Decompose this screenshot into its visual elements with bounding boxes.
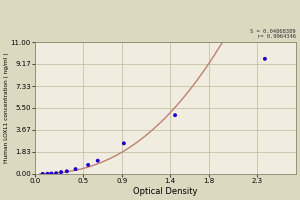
Point — [49, 172, 54, 175]
Point — [64, 170, 69, 173]
Point — [59, 170, 64, 174]
Point — [86, 163, 91, 166]
Point — [54, 172, 58, 175]
Point — [122, 142, 126, 145]
Point — [45, 172, 50, 175]
Point — [73, 167, 78, 171]
Text: S = 0.04868389
r= 0.9964346: S = 0.04868389 r= 0.9964346 — [250, 29, 296, 39]
Point — [40, 172, 45, 175]
Point — [95, 159, 100, 162]
Y-axis label: Human LOXL1 concentration ( ng/ml ): Human LOXL1 concentration ( ng/ml ) — [4, 53, 9, 163]
X-axis label: Optical Density: Optical Density — [133, 187, 198, 196]
Point — [262, 57, 267, 60]
Point — [173, 114, 178, 117]
